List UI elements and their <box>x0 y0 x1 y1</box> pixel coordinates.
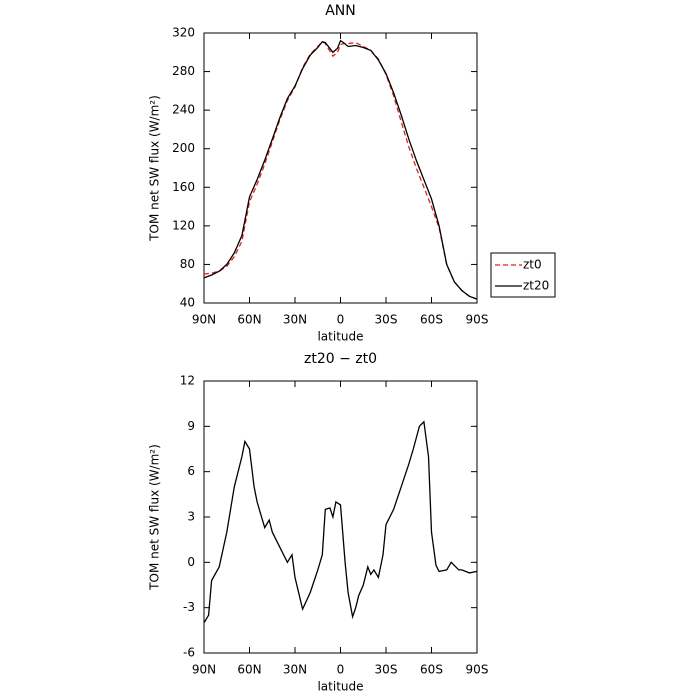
y-tick-label: 6 <box>187 464 195 478</box>
chart-title: zt20 − zt0 <box>304 351 377 367</box>
data-line <box>203 40 478 300</box>
x-tick-label: 90N <box>192 313 216 327</box>
y-tick-label: 12 <box>180 374 195 388</box>
data-line <box>203 39 478 300</box>
y-tick-label: 200 <box>172 141 195 155</box>
x-tick-label: 60S <box>420 663 443 677</box>
x-tick-label: 60S <box>420 313 443 327</box>
x-tick-label: 90S <box>466 663 489 677</box>
x-tick-label: 30S <box>375 663 398 677</box>
y-axis-label: TOM net SW flux (W/m²) <box>148 444 162 591</box>
legend-label: zt0 <box>523 258 542 272</box>
y-tick-label: 9 <box>187 419 195 433</box>
x-tick-label: 0 <box>337 663 345 677</box>
plot-frame <box>203 380 478 654</box>
y-tick-label: 280 <box>172 64 195 78</box>
y-tick-label: -6 <box>183 646 195 660</box>
legend-label: zt20 <box>523 279 549 293</box>
plot-frame <box>203 32 478 304</box>
x-tick-label: 0 <box>337 313 345 327</box>
chart-title: ANN <box>325 3 356 19</box>
y-tick-label: 80 <box>180 257 195 271</box>
x-tick-label: 30N <box>283 663 307 677</box>
x-tick-label: 60N <box>237 313 261 327</box>
data-line <box>203 420 478 624</box>
x-axis-label: latitude <box>317 330 363 344</box>
y-tick-label: 240 <box>172 103 195 117</box>
x-tick-label: 90N <box>192 663 216 677</box>
y-tick-label: 0 <box>187 555 195 569</box>
x-tick-label: 60N <box>237 663 261 677</box>
x-tick-label: 90S <box>466 313 489 327</box>
x-tick-label: 30N <box>283 313 307 327</box>
y-tick-label: 160 <box>172 180 195 194</box>
x-axis-label: latitude <box>317 680 363 694</box>
y-tick-label: 120 <box>172 218 195 232</box>
y-tick-label: 320 <box>172 26 195 40</box>
y-axis-label: TOM net SW flux (W/m²) <box>148 95 162 242</box>
x-tick-label: 30S <box>375 313 398 327</box>
legend-box <box>490 252 556 298</box>
y-tick-label: 40 <box>180 296 195 310</box>
y-tick-label: -3 <box>183 600 195 614</box>
y-tick-label: 3 <box>187 510 195 524</box>
